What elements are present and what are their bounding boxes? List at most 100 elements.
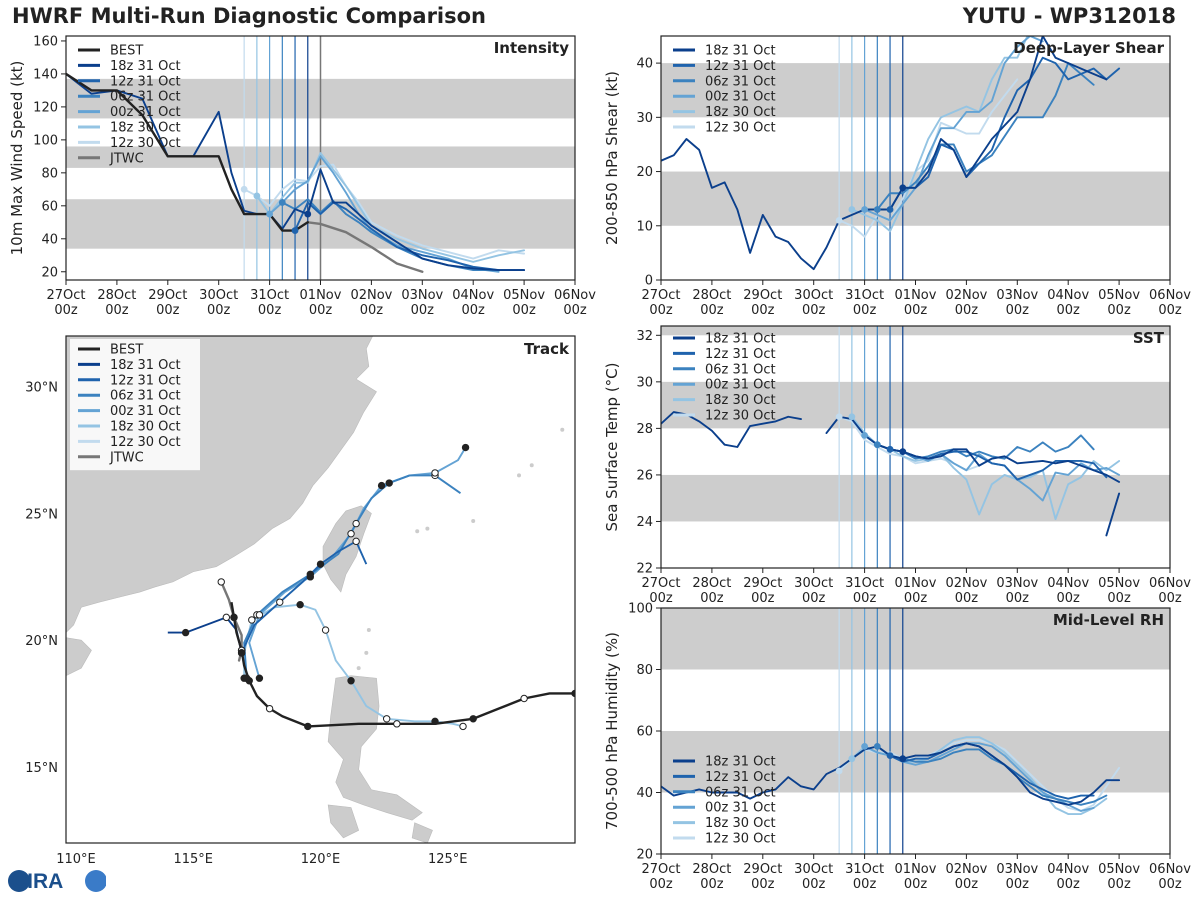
shear-legend-label: 12z 31 Oct <box>705 59 776 74</box>
track-position-marker <box>459 722 467 731</box>
rh-plot-area <box>661 608 1121 854</box>
shear-plot-area <box>661 36 1121 280</box>
rh-init-marker <box>899 755 907 763</box>
sst-xtick-label-hour: 00z <box>700 591 724 606</box>
sst-ytick-label: 28 <box>636 422 653 437</box>
sst-xtick-label: 04Nov <box>1047 576 1089 591</box>
shear-xtick-label: 30Oct <box>794 288 833 303</box>
intensity-xtick-label-hour: 00z <box>360 303 384 318</box>
sst-legend-label: 12z 30 Oct <box>705 409 776 424</box>
sst-ytick-label: 32 <box>636 329 653 344</box>
cira-logo: CIRA <box>8 870 106 893</box>
shear-init-marker <box>835 216 843 224</box>
shear-title: Deep-Layer Shear <box>1013 39 1164 57</box>
intensity-ytick-label: 80 <box>41 166 58 181</box>
intensity-init-marker <box>240 185 248 193</box>
batanes-island <box>366 628 371 633</box>
shear-xtick-label: 06Nov <box>1149 288 1191 303</box>
track-position-marker <box>321 626 330 634</box>
intensity-legend-label: 06z 31 Oct <box>110 90 181 105</box>
sst-xtick-label: 05Nov <box>1098 576 1140 591</box>
rh-ytick-label: 80 <box>636 663 653 678</box>
shear-band <box>661 171 1170 226</box>
rh-legend-label: 06z 31 Oct <box>705 785 776 800</box>
shear-xtick-label-hour: 00z <box>1006 303 1030 318</box>
shear-xtick-label: 02Nov <box>945 288 987 303</box>
sst-xtick-label: 29Oct <box>743 576 782 591</box>
sst-init-marker <box>886 445 894 453</box>
rh-legend-label: 12z 30 Oct <box>705 832 776 847</box>
sst-series-line <box>876 434 1095 460</box>
intensity-legend-label: JTWC <box>109 151 144 166</box>
track-position-marker <box>352 519 360 528</box>
batanes-island <box>356 666 361 671</box>
shear-panel: 27Oct00z28Oct00z29Oct00z30Oct00z31Oct00z… <box>603 35 1191 318</box>
sst-band <box>661 474 1170 522</box>
rh-legend-label: 00z 31 Oct <box>705 801 776 816</box>
shear-xtick-label: 31Oct <box>845 288 884 303</box>
track-position-marker <box>347 677 355 685</box>
intensity-init-marker <box>253 192 261 200</box>
intensity-xtick-label-hour: 00z <box>309 303 333 318</box>
storm-id: YUTU - WP312018 <box>962 4 1176 28</box>
shear-ytick-label: 0 <box>645 274 653 289</box>
track-position-marker <box>230 613 238 622</box>
track-legend-label: 18z 31 Oct <box>110 358 181 373</box>
intensity-ytick-label: 160 <box>33 34 58 49</box>
intensity-xtick-label: 28Oct <box>97 288 136 303</box>
intensity-xtick-label: 03Nov <box>401 288 443 303</box>
rh-init-marker <box>861 742 868 750</box>
track-xtick-label: 125°E <box>428 852 468 867</box>
track-position-marker <box>304 722 312 731</box>
sst-band <box>661 381 1170 429</box>
track-position-marker <box>240 674 248 682</box>
rh-xtick-label: 04Nov <box>1047 862 1089 877</box>
intensity-xtick-label-hour: 00z <box>411 303 435 318</box>
track-position-marker <box>296 601 304 609</box>
rh-xtick-label-hour: 00z <box>700 877 724 892</box>
intensity-ytick-label: 140 <box>33 67 58 82</box>
intensity-legend-label: 12z 30 Oct <box>110 136 181 151</box>
rh-xtick-label: 30Oct <box>794 862 833 877</box>
intensity-xtick-label: 30Oct <box>199 288 238 303</box>
shear-xtick-label-hour: 00z <box>700 303 724 318</box>
ryukyu-island <box>415 529 420 534</box>
intensity-panel: 27Oct00z28Oct00z29Oct00z30Oct00z31Oct00z… <box>8 34 596 318</box>
shear-xtick-label: 01Nov <box>895 288 937 303</box>
sst-init-marker <box>899 448 907 456</box>
ryukyu-island <box>560 427 565 432</box>
sst-xtick-label: 06Nov <box>1149 576 1191 591</box>
track-position-marker <box>255 674 264 682</box>
samar-landmass <box>411 822 433 843</box>
rh-xtick-label: 01Nov <box>895 862 937 877</box>
rh-init-marker <box>886 752 894 759</box>
intensity-plot-area <box>66 36 526 280</box>
intensity-xtick-label: 29Oct <box>148 288 187 303</box>
shear-xtick-label: 03Nov <box>996 288 1038 303</box>
sst-legend-label: 00z 31 Oct <box>705 378 776 393</box>
shear-xtick-label: 04Nov <box>1047 288 1089 303</box>
track-position-marker <box>265 704 274 713</box>
shear-legend-label: 00z 31 Oct <box>705 90 776 105</box>
sst-ylabel: Sea Surface Temp (°C) <box>603 362 621 531</box>
track-legend-label: 18z 30 Oct <box>110 420 181 435</box>
rh-legend-label: 18z 31 Oct <box>705 755 776 770</box>
cira-logo-globe <box>8 870 30 892</box>
track-title: Track <box>524 340 570 358</box>
rh-xtick-label: 29Oct <box>743 862 782 877</box>
track-position-marker <box>222 613 231 622</box>
track-panel: 110°E 115°E 120°E 125°E 15°N 20°N 25°N 30°N Trac… <box>25 335 576 867</box>
shear-init-marker <box>848 206 856 213</box>
sst-xtick-label-hour: 00z <box>1057 591 1081 606</box>
shear-init-marker <box>861 206 868 213</box>
track-ytick-label: 30°N <box>25 381 58 396</box>
rh-xtick-label: 02Nov <box>945 862 987 877</box>
cira-logo-text: CIRA <box>12 870 63 893</box>
shear-ylabel: 200-850 hPa Shear (kt) <box>603 71 621 245</box>
intensity-ytick-label: 20 <box>41 265 58 280</box>
shear-xtick-label-hour: 00z <box>1057 303 1081 318</box>
track-position-marker <box>181 628 190 637</box>
intensity-series-line <box>306 221 424 273</box>
rh-ytick-label: 20 <box>636 848 653 863</box>
rh-title: Mid-Level RH <box>1053 611 1164 629</box>
